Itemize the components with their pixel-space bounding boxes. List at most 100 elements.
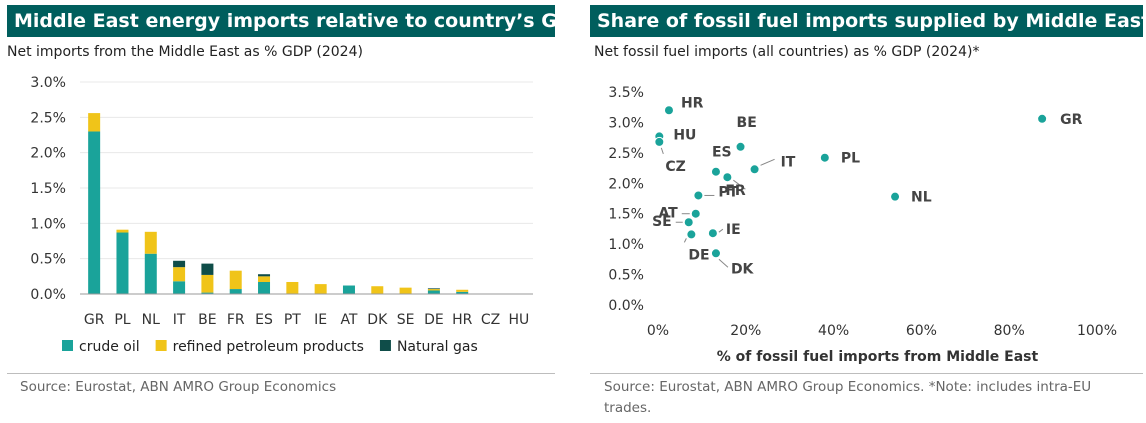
y-tick-label: 1.0% (30, 216, 66, 232)
right-chart-title: Share of fossil fuel imports supplied by… (590, 5, 1143, 37)
right-chart-subtitle: Net fossil fuel imports (all countries) … (594, 44, 980, 60)
right-divider (590, 373, 1143, 374)
bar-HR-crude-oil (456, 291, 469, 294)
left-chart-title: Middle East energy imports relative to c… (7, 5, 555, 37)
point-label-DK: DK (731, 261, 755, 277)
point-label-PL: PL (841, 151, 860, 167)
bar-NL-crude-oil (144, 253, 157, 294)
x-tick-label: DE (424, 312, 444, 328)
point-label-BE: BE (737, 115, 757, 131)
bar-ES-natural-gas (258, 274, 271, 277)
point-BE (735, 141, 746, 152)
x-tick-label: HR (452, 312, 473, 328)
y-tick-label: 2.0% (608, 176, 644, 192)
legend-swatch-refined-petroleum-products (155, 340, 167, 351)
x-tick-label: BE (198, 312, 216, 328)
point-label-DE: DE (688, 247, 709, 263)
x-tick-label: GR (84, 312, 105, 328)
leader-line-CZ (660, 147, 664, 155)
bar-IT-crude-oil (173, 281, 186, 294)
y-tick-label: 2.5% (608, 146, 644, 162)
legend-swatch-natural-gas (379, 340, 391, 351)
bar-IE-refined-petroleum-products (314, 284, 327, 294)
x-tick-label: 100% (1077, 323, 1117, 339)
point-PT (693, 190, 704, 201)
point-label-HR: HR (681, 95, 704, 111)
bar-GR-crude-oil (88, 131, 101, 294)
y-tick-label: 1.0% (608, 237, 644, 253)
y-tick-label: 3.5% (608, 85, 644, 101)
x-tick-label: 40% (818, 323, 849, 339)
bar-IT-natural-gas (173, 260, 186, 268)
point-HR (663, 105, 674, 116)
point-label-IE: IE (726, 222, 741, 238)
point-label-NL: NL (911, 190, 932, 206)
y-tick-label: 3.0% (608, 115, 644, 131)
bar-NL-refined-petroleum-products (144, 231, 157, 254)
bar-ES-refined-petroleum-products (258, 276, 271, 282)
bar-IT-refined-petroleum-products (173, 267, 186, 282)
point-CZ (654, 136, 665, 147)
legend-label: refined petroleum products (173, 339, 364, 355)
point-SE (683, 217, 694, 228)
point-DK (710, 248, 721, 259)
x-axis-title: % of fossil fuel imports from Middle Eas… (717, 349, 1039, 365)
point-PL (819, 152, 830, 163)
bar-PL-refined-petroleum-products (116, 229, 129, 233)
leader-line-DK (718, 258, 729, 268)
legend-swatch-crude-oil (62, 340, 73, 351)
bar-DE-refined-petroleum-products (427, 289, 440, 291)
bar-GR-refined-petroleum-products (88, 113, 101, 132)
y-tick-label: 2.0% (30, 146, 66, 162)
point-label-CZ: CZ (665, 159, 685, 175)
leader-line-FR (733, 179, 746, 190)
left-divider (7, 373, 555, 374)
y-tick-label: 1.5% (608, 207, 644, 223)
x-tick-label: IE (314, 312, 327, 328)
x-tick-label: ES (255, 312, 273, 328)
bar-SE-refined-petroleum-products (399, 287, 412, 294)
x-tick-label: CZ (481, 312, 500, 328)
x-tick-label: NL (142, 312, 160, 328)
point-label-GR: GR (1060, 112, 1082, 128)
bar-ES-crude-oil (258, 281, 271, 294)
bar-DK-refined-petroleum-products (371, 286, 384, 294)
point-GR (1037, 113, 1048, 124)
point-IE (707, 228, 718, 239)
left-source: Source: Eurostat, ABN AMRO Group Economi… (20, 379, 337, 395)
bar-BE-natural-gas (201, 263, 214, 275)
x-tick-label: 0% (647, 323, 669, 339)
bar-PT-refined-petroleum-products (286, 281, 299, 294)
bar-DE-natural-gas (427, 288, 440, 290)
legend-label: Natural gas (397, 339, 478, 355)
point-label-HU: HU (673, 127, 696, 143)
point-label-SE: SE (652, 214, 672, 230)
point-IT (749, 164, 760, 175)
y-tick-label: 0.5% (608, 268, 644, 284)
bar-BE-refined-petroleum-products (201, 274, 214, 293)
point-label-ES: ES (712, 145, 732, 161)
scatter-chart: 0.0% 0.5% 1.0% 1.5% 2.0% 2.5% 3.0% 3.5% 0% 20% 40%… (608, 85, 1117, 365)
x-tick-label: PL (114, 312, 130, 328)
bar-FR-crude-oil (229, 289, 242, 294)
point-FR (722, 172, 733, 183)
point-AT (690, 208, 701, 219)
legend-label: crude oil (79, 339, 140, 355)
point-label-AT: AT (658, 206, 678, 222)
x-tick-label: 60% (906, 323, 937, 339)
bar-HR-refined-petroleum-products (456, 289, 469, 292)
x-tick-label: 80% (994, 323, 1025, 339)
bar-chart: 0.0% 0.5% 1.0% 1.5% 2.0% 2.5% 3.0% GR PL NL IT BE FR… (30, 75, 533, 355)
point-label-FR: FR (725, 183, 746, 199)
point-label-PT: PT (718, 184, 738, 200)
bar-AT-crude-oil (342, 285, 355, 294)
bar-FR-refined-petroleum-products (229, 270, 242, 290)
point-DE (686, 229, 697, 240)
leader-line-IT (760, 158, 775, 166)
x-tick-label: DK (367, 312, 388, 328)
bar-BE-crude-oil (201, 292, 214, 294)
point-NL (890, 191, 901, 202)
y-tick-label: 1.5% (30, 181, 66, 197)
right-source: Source: Eurostat, ABN AMRO Group Economi… (604, 379, 1092, 416)
x-tick-label: IT (173, 312, 186, 328)
